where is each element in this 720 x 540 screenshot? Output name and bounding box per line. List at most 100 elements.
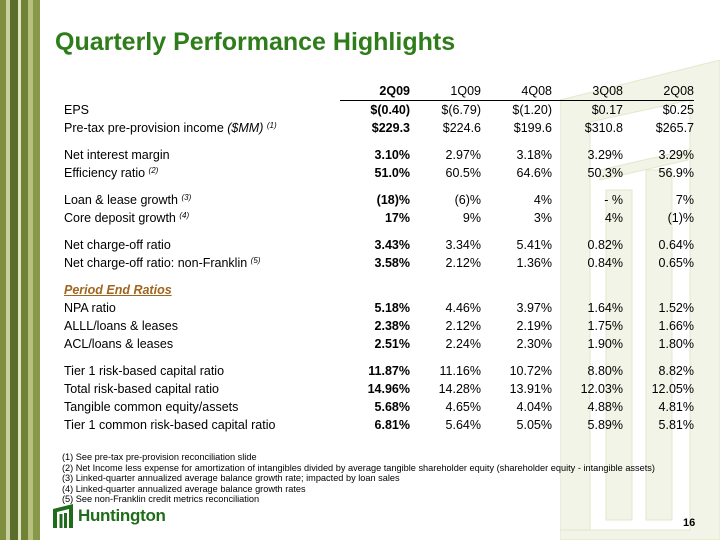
page-title: Quarterly Performance Highlights: [55, 28, 456, 56]
table-cell: 17%: [384, 211, 410, 225]
table-cell: (18)%: [376, 193, 410, 207]
table-cell: 2.12%: [445, 256, 481, 270]
table-cell: 1.90%: [587, 337, 623, 351]
row-label-text: Net charge-off ratio: [64, 238, 171, 252]
footnote-ref: (5): [250, 256, 261, 265]
table-cell: 5.18%: [374, 301, 410, 315]
table-cell: 5.68%: [374, 400, 410, 414]
column-header: 4Q08: [481, 82, 552, 101]
table-cell: 56.9%: [658, 166, 694, 180]
page-number: 16: [683, 517, 696, 529]
table-row: NPA ratio 5.18% 4.46% 3.97% 1.64% 1.52%: [64, 299, 694, 317]
decorative-stripes: [0, 0, 40, 540]
row-label-text: Loan & lease growth: [64, 193, 182, 207]
row-label: Efficiency ratio (2): [64, 164, 340, 182]
table-cell: 60.5%: [445, 166, 481, 180]
row-label: ALLL/loans & leases: [64, 317, 340, 335]
row-label: Pre-tax pre-provision income ($MM) (1): [64, 119, 340, 137]
table-cell: 14.28%: [438, 382, 481, 396]
section-title: Period End Ratios: [64, 283, 172, 297]
footnote-ref: (4): [179, 211, 190, 220]
row-label-text: ACL/loans & leases: [64, 337, 174, 351]
table-cell: 5.41%: [516, 238, 552, 252]
table-row: EPS $(0.40) $(6.79) $(1.20) $0.17 $0.25: [64, 101, 694, 120]
table-row: ALLL/loans & leases 2.38% 2.12% 2.19% 1.75% 1…: [64, 317, 694, 335]
table-cell: 3%: [533, 211, 552, 225]
huntington-logo-icon: [53, 504, 73, 528]
spacer-row: [64, 227, 694, 236]
table-cell: 7%: [675, 193, 694, 207]
row-label-unit: ($MM): [227, 121, 264, 135]
table-cell: 51.0%: [374, 166, 410, 180]
table-row: Tier 1 common risk-based capital ratio 6.…: [64, 416, 694, 434]
row-label-text: ALLL/loans & leases: [64, 319, 178, 333]
header-row: 2Q09 1Q09 4Q08 3Q08 2Q08: [64, 82, 694, 101]
header-spacer: [64, 82, 340, 101]
row-label: Tangible common equity/assets: [64, 398, 340, 416]
table-cell: 0.65%: [658, 256, 694, 270]
table-cell: 4.46%: [445, 301, 481, 315]
table-cell: $(0.40): [370, 103, 410, 117]
spacer-row: [64, 353, 694, 362]
column-header: 2Q08: [623, 82, 694, 101]
table-row: Loan & lease growth (3) (18)% (6)% 4% - % 7%: [64, 191, 694, 209]
row-label: Net charge-off ratio: [64, 236, 340, 254]
row-label: Total risk-based capital ratio: [64, 380, 340, 398]
table-cell: $265.7: [655, 121, 694, 135]
footnote: (2) Net Income less expense for amortiza…: [62, 462, 655, 473]
table-cell: $(1.20): [512, 103, 552, 117]
table-row: ACL/loans & leases 2.51% 2.24% 2.30% 1.90% 1.…: [64, 335, 694, 353]
row-label-text: Pre-tax pre-provision income: [64, 121, 228, 135]
table-cell: 1.80%: [658, 337, 694, 351]
table-cell: 8.80%: [587, 364, 623, 378]
row-label: Net interest margin: [64, 146, 340, 164]
table-cell: 3.29%: [587, 148, 623, 162]
table-cell: 2.12%: [445, 319, 481, 333]
table-row: Total risk-based capital ratio 14.96% 14.2…: [64, 380, 694, 398]
table-cell: 4.65%: [445, 400, 481, 414]
table-cell: 4%: [533, 193, 552, 207]
table-cell: 3.34%: [445, 238, 481, 252]
table-cell: 2.30%: [516, 337, 552, 351]
table-row: Net charge-off ratio 3.43% 3.34% 5.41% 0.82%…: [64, 236, 694, 254]
huntington-logo: Huntington: [53, 504, 166, 528]
table-cell: - %: [604, 193, 623, 207]
table-cell: 13.91%: [509, 382, 552, 396]
watermark-logo-icon: [560, 60, 720, 540]
table-cell: 12.05%: [651, 382, 694, 396]
footnote: (5) See non-Franklin credit metrics reco…: [62, 494, 260, 505]
table-cell: 1.64%: [587, 301, 623, 315]
table-row: Net interest margin 3.10% 2.97% 3.18% 3.29% 3…: [64, 146, 694, 164]
row-label: Core deposit growth (4): [64, 209, 340, 227]
footnotes: (1) See pre-tax pre-provision reconcilia…: [62, 452, 655, 505]
performance-table: 2Q09 1Q09 4Q08 3Q08 2Q08 EPS $(0.40) $(6.79) $(1…: [64, 82, 694, 434]
table-cell: $199.6: [513, 121, 552, 135]
spacer-row: [64, 272, 694, 281]
table-cell: 5.05%: [516, 418, 552, 432]
table-cell: 12.03%: [580, 382, 623, 396]
table-row: Net charge-off ratio: non-Franklin (5) 3.…: [64, 254, 694, 272]
column-header: 1Q09: [410, 82, 481, 101]
table-cell: 0.84%: [587, 256, 623, 270]
section-header-row: Period End Ratios: [64, 281, 694, 299]
column-header: 3Q08: [552, 82, 623, 101]
table-cell: 10.72%: [509, 364, 552, 378]
table-cell: $0.25: [662, 103, 694, 117]
row-label-text: EPS: [64, 102, 90, 117]
table-cell: 50.3%: [587, 166, 623, 180]
table-cell: 0.64%: [658, 238, 694, 252]
spacer-row: [64, 182, 694, 191]
table-cell: 3.43%: [374, 238, 410, 252]
table-cell: 0.82%: [587, 238, 623, 252]
table-cell: 5.64%: [445, 418, 481, 432]
table-cell: (1)%: [667, 211, 694, 225]
table-cell: 11.87%: [368, 364, 410, 378]
table-row: Tangible common equity/assets 5.68% 4.65% 4…: [64, 398, 694, 416]
row-label-text: Net interest margin: [64, 148, 170, 162]
brand-name: Huntington: [78, 506, 166, 525]
table-cell: 64.6%: [516, 166, 552, 180]
table-cell: 1.75%: [587, 319, 623, 333]
table-row: Pre-tax pre-provision income ($MM) (1) $2…: [64, 119, 694, 137]
footnote-ref: (2): [148, 166, 159, 175]
row-label: ACL/loans & leases: [64, 335, 340, 353]
